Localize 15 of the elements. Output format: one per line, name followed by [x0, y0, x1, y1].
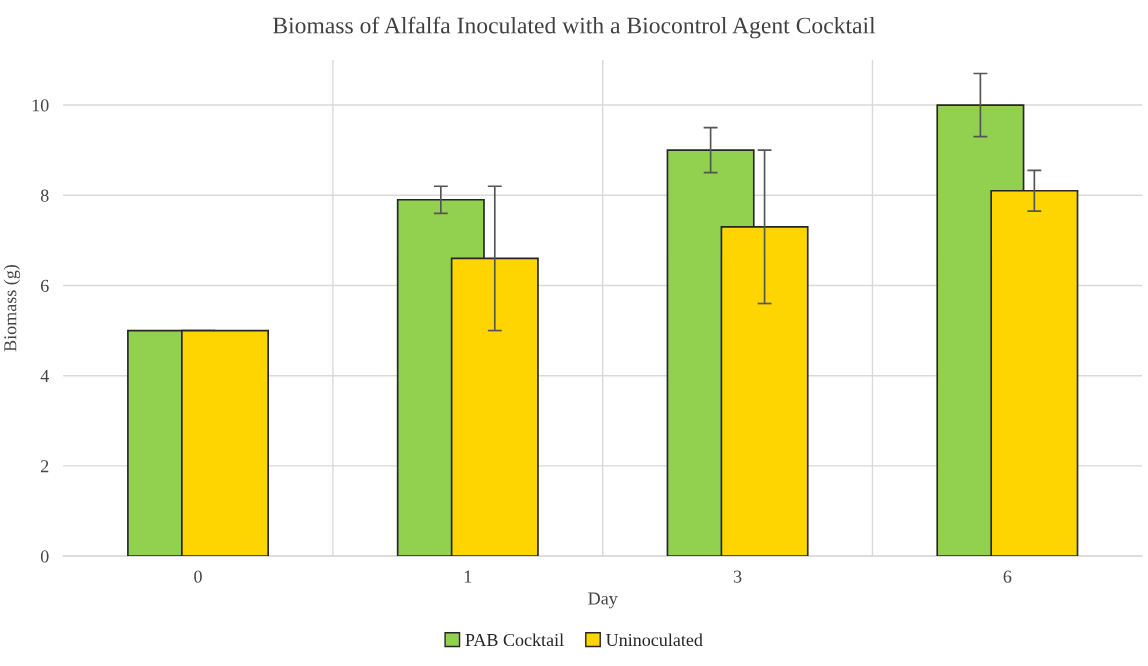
legend-label: PAB Cocktail — [465, 633, 564, 647]
chart-title: Biomass of Alfalfa Inoculated with a Biocontrol Agent Cocktail — [273, 16, 876, 39]
x-tick-label: 1 — [464, 570, 472, 583]
y-tick-label: 10 — [32, 99, 49, 112]
y-tick-label: 6 — [41, 279, 49, 292]
y-tick-label: 2 — [41, 460, 49, 473]
y-tick-label: 8 — [40, 189, 49, 202]
y-tick-label: 4 — [40, 370, 49, 382]
x-tick-label: 6 — [1003, 570, 1012, 583]
y-tick-label: 0 — [40, 550, 49, 563]
x-tick-label: 0 — [194, 570, 202, 583]
legend-label: Uninoculated — [606, 633, 703, 647]
x-tick-label: 3 — [733, 570, 742, 583]
x-axis-title: Day — [588, 592, 618, 609]
y-axis-title: Biomass (g) — [3, 264, 21, 352]
